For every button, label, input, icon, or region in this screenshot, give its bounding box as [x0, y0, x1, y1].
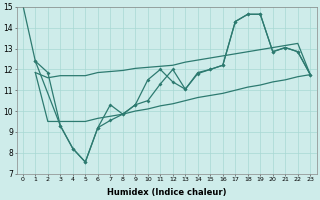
X-axis label: Humidex (Indice chaleur): Humidex (Indice chaleur) [107, 188, 226, 197]
